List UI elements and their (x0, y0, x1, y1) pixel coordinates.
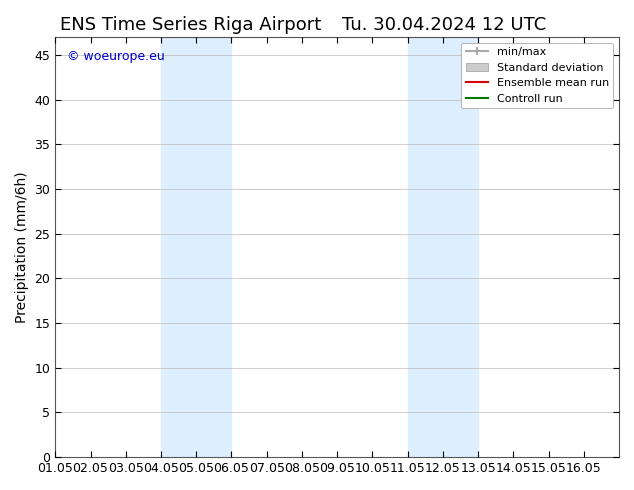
Y-axis label: Precipitation (mm/6h): Precipitation (mm/6h) (15, 172, 29, 323)
Text: © woeurope.eu: © woeurope.eu (67, 49, 164, 63)
Text: Tu. 30.04.2024 12 UTC: Tu. 30.04.2024 12 UTC (342, 16, 546, 34)
Text: ENS Time Series Riga Airport: ENS Time Series Riga Airport (60, 16, 321, 34)
Legend: min/max, Standard deviation, Ensemble mean run, Controll run: min/max, Standard deviation, Ensemble me… (461, 43, 614, 108)
